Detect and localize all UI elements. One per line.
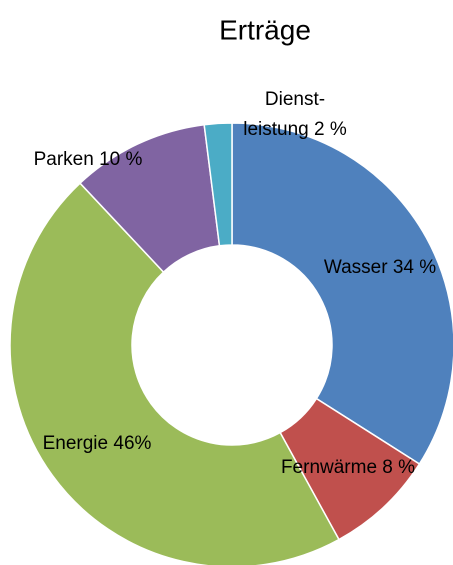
donut-segment	[203, 122, 233, 247]
data-label: Energie 46%	[43, 433, 152, 454]
value-label: 2 %	[314, 119, 347, 140]
value-label: 34 %	[393, 257, 436, 278]
data-label: Fernwärme 8 %	[281, 457, 415, 478]
data-label: leistung 2 %	[243, 119, 347, 140]
data-label: Parken 10 %	[34, 149, 143, 170]
donut-segment	[9, 182, 340, 565]
category-label: Dienst-	[265, 89, 325, 110]
value-label: 10 %	[99, 149, 142, 170]
value-label: 46%	[113, 433, 151, 454]
data-label: Wasser 34 %	[324, 257, 436, 278]
category-label: Energie	[43, 433, 109, 454]
donut-segment	[231, 122, 453, 465]
category-label: Fernwärme	[281, 457, 377, 478]
chart-title: Erträge	[219, 14, 311, 45]
data-label: Dienst-	[265, 89, 325, 110]
category-label: Wasser	[324, 257, 388, 278]
value-label: 8 %	[382, 457, 415, 478]
category-label: Parken	[34, 149, 94, 170]
